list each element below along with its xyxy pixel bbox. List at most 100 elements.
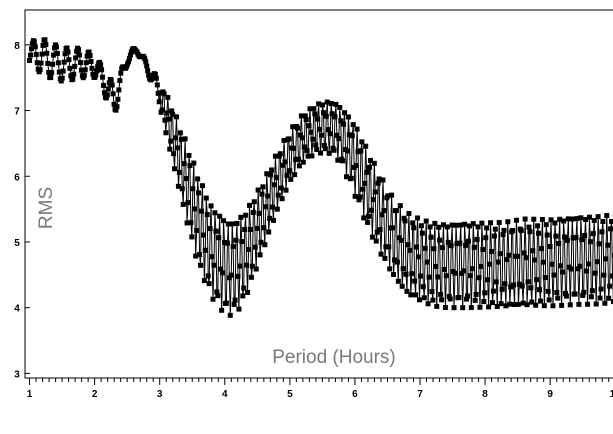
connector-line bbox=[206, 214, 209, 276]
connector-line bbox=[292, 126, 295, 149]
connector-line bbox=[561, 272, 564, 306]
connector-line bbox=[555, 236, 558, 293]
connector-line bbox=[347, 116, 350, 135]
connector-line bbox=[279, 153, 282, 189]
connector-line bbox=[225, 243, 228, 304]
connector-line bbox=[563, 237, 566, 294]
data-point bbox=[610, 273, 613, 279]
connector-line bbox=[257, 190, 260, 214]
connector-line bbox=[548, 246, 551, 300]
connector-line bbox=[442, 224, 445, 270]
connector-line bbox=[392, 227, 395, 275]
connector-line bbox=[546, 235, 549, 292]
connector-line bbox=[184, 138, 187, 179]
connector-line bbox=[399, 205, 402, 241]
y-axis: 3 4 5 6 7 8 bbox=[14, 41, 30, 380]
connector-line bbox=[447, 242, 450, 297]
connector-line bbox=[352, 124, 355, 168]
connector-line bbox=[200, 211, 202, 266]
connector-line bbox=[373, 163, 376, 192]
connector-line bbox=[563, 220, 565, 238]
connector-line bbox=[421, 233, 424, 287]
connector-line bbox=[464, 224, 467, 246]
connector-line bbox=[354, 165, 357, 197]
data-point bbox=[252, 244, 258, 250]
connector-line bbox=[214, 212, 217, 232]
connector-line bbox=[417, 217, 420, 257]
data-point bbox=[209, 254, 215, 260]
connector-line bbox=[223, 220, 226, 243]
connector-line bbox=[597, 216, 600, 244]
connector-line bbox=[600, 231, 603, 290]
connector-line bbox=[505, 259, 508, 306]
connector-line bbox=[611, 221, 613, 277]
connector-line bbox=[196, 178, 199, 231]
x-axis: 1 2 3 4 5 6 7 8 9 10 bbox=[27, 378, 613, 400]
connector-line bbox=[526, 281, 529, 305]
connector-line bbox=[258, 213, 261, 255]
connector-line bbox=[260, 194, 263, 243]
connector-line bbox=[274, 156, 277, 178]
connector-line bbox=[266, 173, 269, 197]
connector-line bbox=[454, 225, 457, 274]
connector-line bbox=[509, 286, 512, 305]
connector-line bbox=[501, 234, 504, 290]
x-axis-label: Period (Hours) bbox=[272, 347, 396, 368]
connector-line bbox=[574, 237, 577, 294]
connector-line bbox=[559, 219, 562, 266]
connector-line bbox=[543, 277, 546, 306]
connector-line bbox=[193, 163, 196, 209]
connector-line bbox=[247, 249, 250, 293]
data-point bbox=[253, 266, 259, 272]
connector-line bbox=[578, 266, 581, 305]
connector-line bbox=[484, 237, 487, 293]
connector-line bbox=[272, 184, 275, 221]
connector-line bbox=[213, 212, 216, 266]
connector-line bbox=[212, 265, 215, 300]
connector-line bbox=[264, 206, 267, 245]
connector-line bbox=[436, 276, 439, 307]
x-tick-label: 3 bbox=[157, 389, 163, 400]
connector-line bbox=[606, 215, 609, 246]
connector-line bbox=[470, 268, 473, 308]
x-tick-label: 6 bbox=[352, 389, 358, 400]
connector-line bbox=[371, 199, 374, 238]
connector-line bbox=[520, 230, 523, 287]
connector-line bbox=[368, 167, 371, 217]
connector-line bbox=[271, 169, 274, 208]
connector-line bbox=[224, 242, 226, 304]
connector-line bbox=[413, 227, 416, 282]
y-tick-label: 8 bbox=[14, 41, 20, 52]
connector-line bbox=[240, 217, 243, 242]
connector-line bbox=[335, 104, 338, 136]
connector-line bbox=[394, 210, 396, 261]
connector-line bbox=[320, 135, 323, 154]
connector-line bbox=[397, 237, 400, 282]
connector-line bbox=[182, 163, 185, 205]
connector-line bbox=[567, 218, 570, 268]
connector-line bbox=[204, 198, 207, 251]
connector-line bbox=[269, 174, 272, 219]
connector-line bbox=[189, 165, 192, 223]
connector-line bbox=[481, 223, 484, 250]
connector-line bbox=[221, 272, 224, 311]
connector-line bbox=[453, 273, 456, 308]
connector-line bbox=[609, 228, 612, 287]
connector-line bbox=[492, 236, 495, 292]
connector-line bbox=[490, 222, 493, 252]
connector-line bbox=[444, 275, 447, 308]
connector-line bbox=[305, 119, 308, 151]
connector-line bbox=[230, 223, 233, 276]
y-tick-label: 6 bbox=[14, 172, 20, 183]
connector-line bbox=[232, 246, 235, 305]
connector-line bbox=[486, 227, 489, 280]
connector-line bbox=[300, 115, 303, 138]
connector-line bbox=[456, 243, 459, 298]
connector-line bbox=[441, 247, 444, 300]
connector-line bbox=[494, 229, 497, 282]
data-point bbox=[510, 227, 516, 233]
data-point bbox=[197, 252, 203, 258]
connector-line bbox=[238, 266, 241, 310]
connector-line bbox=[571, 219, 574, 239]
data-point bbox=[523, 255, 529, 261]
